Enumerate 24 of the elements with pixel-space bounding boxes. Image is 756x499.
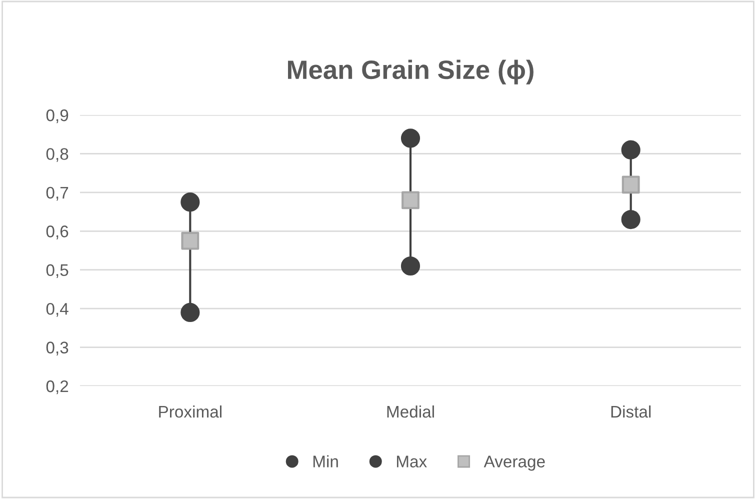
x-tick-label: Distal (611, 405, 651, 418)
y-tick-label: 0,6 (46, 226, 68, 240)
y-tick-label: 0,7 (46, 186, 68, 201)
point (402, 191, 420, 210)
point (400, 256, 420, 276)
y-tick-label: 0,2 (46, 380, 68, 394)
legend-label: Max (396, 456, 427, 468)
chart-title: Mean Grain Size (ϕ) (288, 60, 534, 84)
legend-label: Average (484, 456, 545, 471)
y-tick-label: 0,9 (46, 109, 68, 124)
point (400, 128, 420, 148)
y-tick-label: 0,4 (46, 302, 68, 317)
point (621, 210, 640, 230)
point (181, 232, 200, 250)
point (180, 192, 200, 212)
y-tick-label: 0,5 (46, 264, 68, 278)
point (180, 302, 200, 322)
x-tick-label: Medial (387, 405, 434, 418)
x-tick-label: Proximal (159, 405, 222, 418)
point (622, 176, 640, 194)
point (621, 140, 640, 160)
y-tick-label: 0,8 (46, 148, 68, 162)
legend-label: Min (313, 455, 338, 468)
y-tick-label: 0,3 (46, 342, 68, 356)
